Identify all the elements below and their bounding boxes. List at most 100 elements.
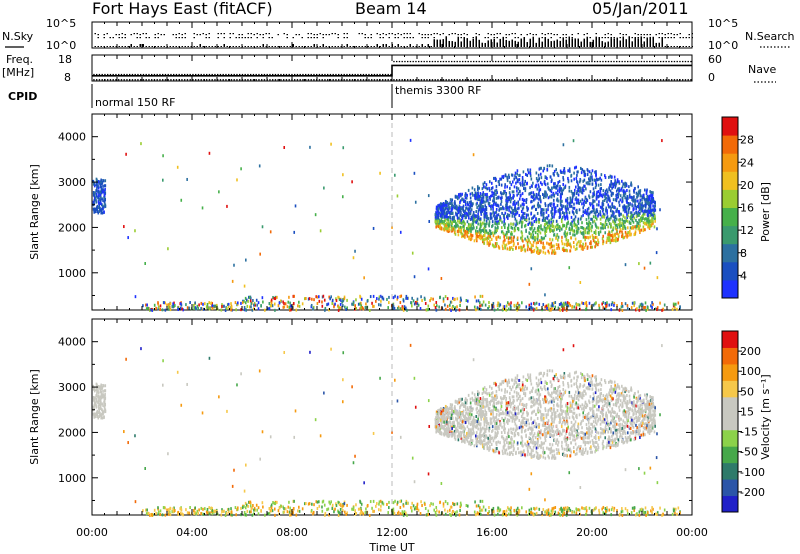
power-cell — [530, 184, 533, 188]
nave-point — [574, 60, 577, 63]
velocity-cell — [476, 435, 479, 439]
power-cell — [530, 302, 533, 306]
nsky-tick-top: 10^5 — [46, 17, 76, 30]
power-cell — [546, 306, 548, 310]
power-cell — [498, 221, 500, 225]
power-cell — [537, 201, 540, 205]
nave-point — [365, 73, 367, 76]
power-cell — [492, 301, 495, 305]
nsearch-point — [313, 37, 315, 39]
power-cell — [487, 198, 489, 202]
velocity-cell — [101, 416, 104, 420]
nave-tick-top: 60 — [708, 53, 722, 66]
velocity-cell — [558, 433, 561, 437]
nave-point — [396, 60, 398, 63]
power-cell — [427, 194, 430, 198]
power-cell — [477, 235, 480, 239]
power-cell — [342, 146, 345, 150]
power-cell — [615, 223, 618, 227]
nsearch-point — [268, 37, 270, 39]
power-cell — [495, 215, 497, 219]
nave-point — [629, 79, 632, 81]
power-cell — [359, 302, 361, 306]
power-cell — [599, 189, 602, 193]
power-cell — [509, 241, 511, 245]
nsearch-point — [319, 33, 321, 35]
power-cell — [557, 208, 560, 212]
power-cell — [523, 215, 525, 219]
power-cell — [335, 299, 338, 303]
power-cell — [477, 307, 480, 311]
power-cell — [671, 307, 674, 311]
power-cell — [516, 169, 519, 173]
power-cell — [591, 202, 593, 206]
power-cell — [480, 236, 483, 240]
power-cell — [549, 237, 551, 241]
velocity-cell — [597, 446, 600, 450]
power-cell — [581, 301, 583, 305]
power-cell — [566, 232, 568, 236]
nave-point — [200, 73, 202, 76]
power-cell — [273, 302, 276, 306]
power-cell — [341, 300, 343, 304]
power-cell — [521, 231, 523, 235]
power-cell — [495, 196, 498, 200]
power-cell — [591, 245, 593, 249]
power-cell — [534, 238, 536, 242]
power-cell — [533, 302, 536, 306]
power-cell — [469, 207, 471, 211]
nsky-bar — [451, 41, 453, 47]
power-cell — [341, 195, 344, 199]
power-cell — [270, 304, 273, 308]
power-cell — [464, 203, 467, 207]
power-cell — [521, 181, 524, 185]
power-cell — [557, 181, 559, 185]
nave-point — [272, 73, 274, 76]
power-cell — [216, 307, 219, 311]
velocity-cell — [603, 404, 606, 408]
power-cell — [566, 204, 568, 208]
power-cell — [599, 193, 602, 197]
power-cell — [650, 201, 653, 205]
power-cell — [619, 221, 621, 225]
nave-point — [211, 79, 213, 81]
nave-point — [407, 79, 409, 81]
nsearch-point — [160, 34, 162, 36]
power-cell — [602, 226, 605, 230]
power-cell — [534, 231, 537, 235]
nave-point — [646, 79, 648, 81]
power-cell — [561, 303, 564, 307]
power-cell — [585, 200, 587, 204]
velocity-cell — [97, 391, 100, 395]
power-cell — [518, 213, 521, 217]
power-cell — [604, 302, 607, 306]
velocity-cell — [103, 389, 106, 393]
power-cell — [585, 226, 588, 230]
power-cell — [481, 294, 484, 298]
nave-point — [277, 73, 279, 76]
nave-point — [148, 79, 150, 81]
nave-point — [129, 73, 131, 76]
nave-point — [263, 73, 266, 76]
power-cell — [596, 178, 599, 182]
nsearch-point — [241, 37, 243, 39]
power-cell — [456, 223, 459, 227]
nsearch-point — [388, 33, 390, 35]
power-cell — [467, 222, 470, 226]
power-cell — [490, 194, 492, 198]
velocity-cell — [94, 412, 97, 416]
power-cell — [527, 207, 529, 211]
nave-point — [277, 79, 279, 81]
nave-point — [607, 60, 610, 63]
power-cell — [648, 204, 651, 208]
power-cell — [227, 302, 230, 306]
power-cell — [436, 222, 439, 226]
power-cell — [546, 305, 549, 309]
power-cell — [551, 222, 554, 226]
nave-point — [563, 79, 566, 81]
power-cell — [577, 189, 580, 193]
power-cell — [334, 302, 336, 306]
power-cell — [451, 216, 454, 220]
power-cell — [250, 305, 252, 309]
nave-point — [285, 73, 288, 76]
